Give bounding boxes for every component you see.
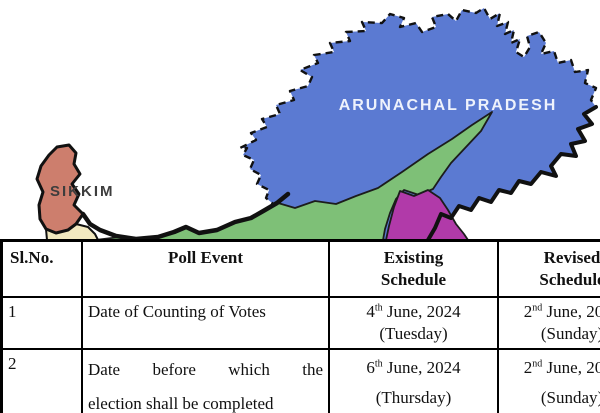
header-existing-line2: Schedule — [380, 270, 447, 290]
weekday-line: (Thursday) — [375, 387, 452, 407]
schedule-table: Sl.No. Poll Event Existing Schedule Revi… — [0, 239, 600, 413]
label-arunachal-pradesh: ARUNACHAL PRADESH — [339, 97, 558, 114]
cell-revised-schedule: 2nd June, 2024 (Sunday) — [497, 347, 600, 413]
cell-existing-schedule: 6th June, 2024 (Thursday) — [328, 347, 499, 413]
date-line: 2nd June, 2024 — [523, 357, 600, 377]
cell-revised-schedule: 2nd June, 2024 (Sunday) — [497, 296, 600, 350]
map-northeast-india: ARUNACHAL PRADESH SIKKIM — [35, 6, 598, 240]
header-sl-no: Sl.No. — [0, 239, 83, 298]
region-nagaland — [385, 189, 469, 240]
table-header-row: Sl.No. Poll Event Existing Schedule Revi… — [0, 239, 600, 298]
weekday-line: (Sunday) — [540, 324, 600, 344]
table-row: 2 Date before which the election shall b… — [0, 347, 600, 413]
header-revised-line1: Revised — [543, 248, 600, 267]
date-line: 2nd June, 2024 — [523, 302, 600, 321]
ordinal-suffix: nd — [532, 302, 543, 314]
label-sikkim: SIKKIM — [50, 183, 115, 200]
table-row: 1 Date of Counting of Votes 4th June, 20… — [0, 296, 600, 350]
date-line: 6th June, 2024 — [366, 357, 461, 377]
cell-existing-schedule: 4th June, 2024 (Tuesday) — [328, 296, 499, 350]
border-bhutan-line — [80, 191, 291, 240]
weekday-line: (Tuesday) — [379, 324, 448, 344]
cell-sl-no: 2 — [0, 347, 83, 413]
header-revised-schedule: Revised Schedule — [497, 239, 600, 298]
border-east-line — [426, 105, 598, 240]
weekday-line: (Sunday) — [540, 387, 600, 407]
ordinal-suffix: th — [374, 302, 383, 314]
ordinal-suffix: th — [374, 358, 383, 370]
cell-poll-event: Date before which the election shall be … — [81, 347, 330, 413]
cell-sl-no: 1 — [0, 296, 83, 350]
header-poll-event: Poll Event — [81, 239, 330, 298]
region-sikkim — [35, 143, 85, 235]
poll-event-line1: Date before which the — [88, 359, 323, 379]
header-revised-line2: Schedule — [539, 270, 600, 290]
ordinal-suffix: nd — [532, 358, 543, 370]
header-existing-schedule: Existing Schedule — [328, 239, 499, 298]
header-existing-line1: Existing — [383, 248, 444, 267]
date-line: 4th June, 2024 — [366, 302, 461, 321]
region-arunachal-pradesh — [238, 6, 598, 240]
cell-poll-event: Date of Counting of Votes — [81, 296, 330, 350]
poll-event-line2: election shall be completed — [88, 393, 274, 413]
